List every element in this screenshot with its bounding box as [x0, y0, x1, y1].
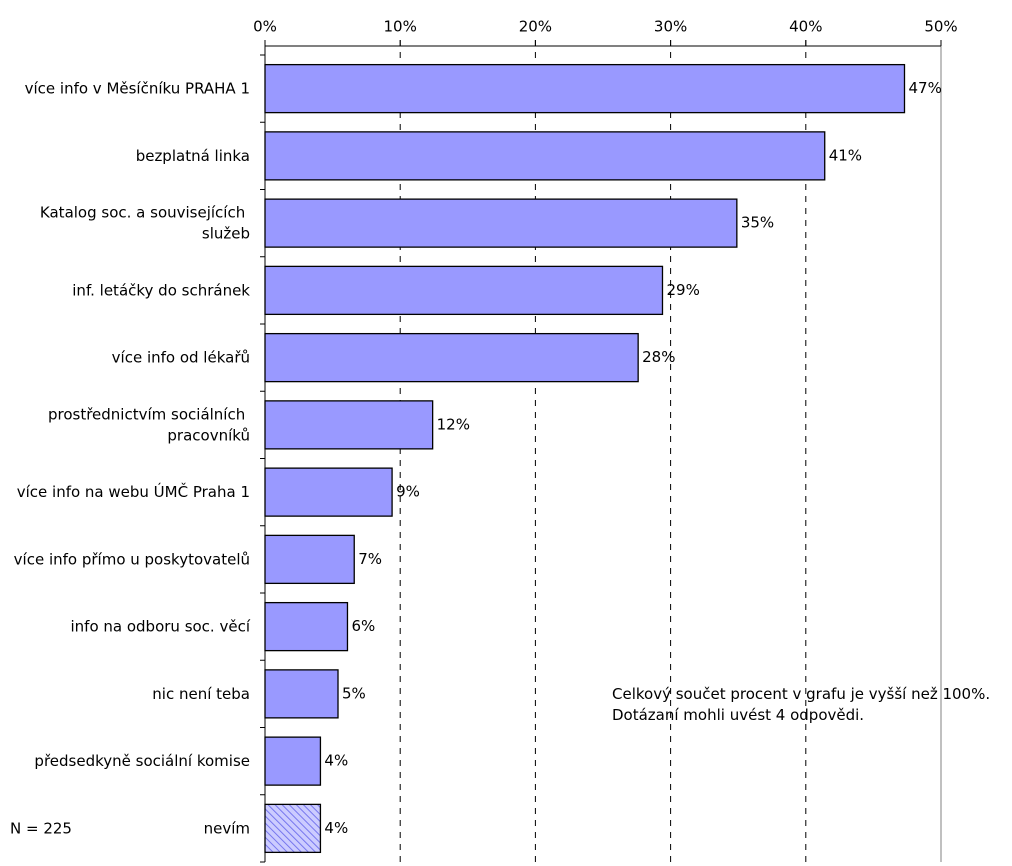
bar — [264, 332, 639, 383]
y-tick-label: více info od lékařů — [112, 348, 250, 366]
bar — [264, 534, 355, 585]
bar — [264, 803, 322, 854]
value-label: 4% — [324, 752, 348, 770]
y-tick-label: Katalog soc. a souvisejících služeb — [40, 203, 250, 242]
value-label: 29% — [666, 281, 699, 299]
value-label: 4% — [324, 819, 348, 837]
x-tick-label: 10% — [384, 18, 417, 36]
value-label: 9% — [396, 483, 420, 501]
bar — [264, 265, 664, 316]
y-tick-label: prostřednictvím sociálních pracovníků — [48, 405, 250, 444]
bar — [264, 198, 738, 248]
x-tick-label: 20% — [519, 18, 552, 36]
annotation: Celkový součet procent v grafu je vyšší … — [612, 685, 995, 724]
bar — [264, 669, 339, 719]
value-label: 35% — [741, 214, 774, 232]
x-tick-label: 40% — [789, 18, 822, 36]
bar — [264, 736, 322, 786]
x-tick-label: 50% — [924, 18, 957, 36]
y-tick-label: více info přímo u poskytovatelů — [14, 550, 250, 568]
y-tick-label: více info na webu ÚMČ Praha 1 — [17, 482, 250, 501]
y-tick-label: nevím — [204, 819, 250, 837]
value-label: 28% — [642, 348, 675, 366]
value-label: 41% — [829, 146, 862, 164]
y-tick-label: předsedkyně sociální komise — [34, 752, 250, 770]
bar — [264, 131, 826, 181]
bar — [264, 400, 434, 450]
y-tick-label: nic není teba — [152, 684, 250, 702]
x-tick-label: 30% — [654, 18, 687, 36]
value-label: 47% — [908, 79, 941, 97]
y-tick-label: info na odboru soc. věcí — [70, 617, 250, 635]
x-tick-label: 0% — [253, 18, 277, 36]
value-label: 6% — [351, 617, 375, 635]
value-label: 7% — [358, 550, 382, 568]
y-tick-label: inf. letáčky do schránek — [72, 281, 250, 299]
bar — [264, 601, 349, 652]
bar — [264, 63, 906, 114]
y-tick-label: bezplatná linka — [136, 146, 250, 164]
bar — [264, 467, 393, 517]
note: N = 225 — [10, 820, 72, 838]
value-label: 12% — [437, 415, 470, 433]
y-tick-label: více info v Měsíčníku PRAHA 1 — [25, 79, 250, 97]
value-label: 5% — [342, 684, 366, 702]
